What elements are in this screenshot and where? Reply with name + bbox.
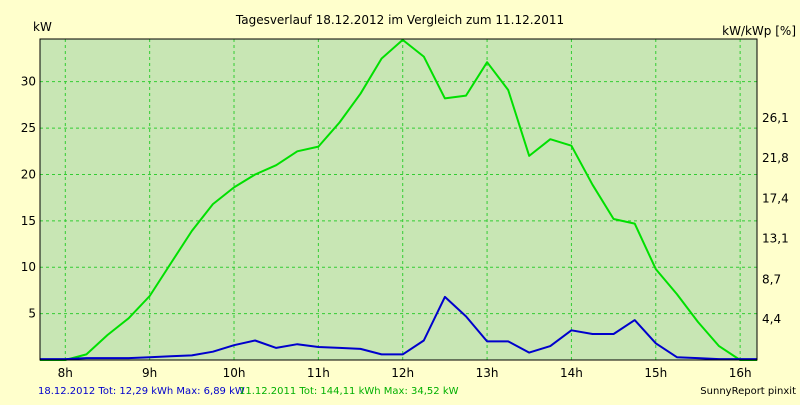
legend-2011: 11.12.2011 Tot: 144,11 kWh Max: 34,52 kW [239,386,459,397]
chart-title: Tagesverlauf 18.12.2012 im Vergleich zum… [235,13,564,27]
x-tick-label: 9h [142,366,157,380]
x-tick-label: 14h [560,366,583,380]
y-axis-right-label: kW/kWp [%] [722,24,796,38]
y-axis-left-label: kW [33,20,52,34]
y-tick-label-right: 17,4 [762,192,789,206]
plot-border [39,38,758,361]
y-tick-label-left: 15 [21,214,36,228]
legend-2012: 18.12.2012 Tot: 12,29 kWh Max: 6,89 kW [38,386,245,397]
series-line-18.12.2012 [40,295,757,361]
x-tick-label: 15h [644,366,667,380]
x-tick-label: 11h [307,366,330,380]
x-tick-label: 16h [729,366,752,380]
y-tick-label-right: 26,1 [762,111,789,125]
x-tick-label: 12h [391,366,414,380]
series-line-11.12.2011 [40,38,757,361]
series-group [40,38,757,361]
y-tick-label-left: 20 [21,167,36,181]
y-tick-label-right: 8,7 [762,272,781,286]
y-tick-label-left: 30 [21,75,36,89]
y-tick-label-left: 5 [28,307,36,321]
y-tick-label-left: 25 [21,121,36,135]
x-tick-label: 13h [476,366,499,380]
x-tick-label: 10h [223,366,246,380]
y-tick-label-right: 4,4 [762,312,781,326]
tick-labels: 8h 9h 10h 11h 12h 13h 14h 15h 16h 5 10 15 20 25 30 4,4 8… [21,75,789,380]
credit-label: SunnyReport pinxit [700,386,796,397]
y-tick-label-right: 21,8 [762,151,789,165]
x-tick-label: 8h [58,366,73,380]
y-tick-label-left: 10 [21,260,36,274]
y-tick-label-right: 13,1 [762,231,789,245]
plot-area [40,39,757,360]
